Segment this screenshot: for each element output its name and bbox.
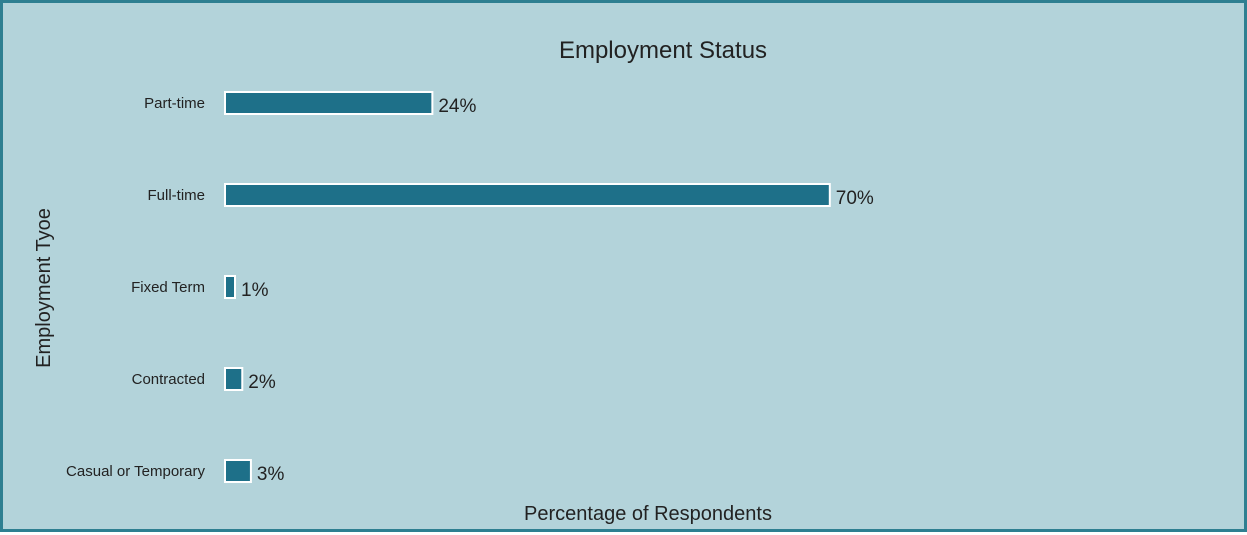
category-label: Full-time [147, 187, 205, 204]
category-label: Contracted [132, 371, 205, 388]
bar [224, 459, 252, 483]
value-label: 2% [248, 372, 276, 393]
category-label: Part-time [144, 95, 205, 112]
category-label: Casual or Temporary [66, 463, 205, 480]
bar [224, 91, 434, 115]
value-label: 24% [438, 96, 476, 117]
employment-status-chart: Employment Status Percentage of Responde… [33, 37, 874, 525]
bar [224, 275, 236, 299]
bar [224, 367, 244, 391]
value-label: 70% [836, 188, 874, 209]
x-axis-label: Percentage of Respondents [524, 503, 772, 525]
chart-title: Employment Status [559, 37, 767, 64]
bars-group: Part-time 24% Full-time 70% Fixed Term 1% Cont… [66, 91, 874, 485]
value-label: 3% [257, 464, 285, 485]
y-axis-label: Employment Tyoe [33, 208, 55, 368]
bar [224, 183, 831, 207]
value-label: 1% [241, 280, 269, 301]
category-label: Fixed Term [131, 279, 205, 296]
